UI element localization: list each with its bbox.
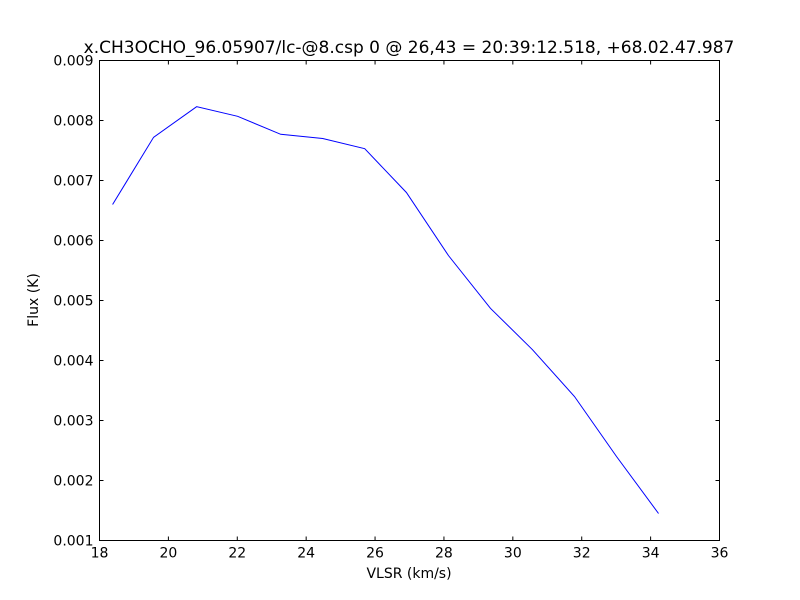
y-tick-label: 0.003 [53, 414, 93, 430]
y-tick-label: 0.001 [53, 534, 93, 550]
x-axis-label: VLSR (km/s) [366, 566, 451, 582]
y-tick-label: 0.004 [53, 354, 93, 370]
y-tick-label: 0.008 [53, 114, 93, 130]
x-tick-label: 30 [504, 546, 522, 562]
x-tick-label: 28 [435, 546, 453, 562]
chart-title: x.CH3OCHO_96.05907/lc-@8.csp 0 @ 26,43 =… [84, 38, 735, 58]
y-tick-label: 0.005 [53, 294, 93, 310]
y-tick-label: 0.002 [53, 474, 93, 490]
x-tick-label: 18 [91, 546, 109, 562]
x-tick-label: 36 [711, 546, 729, 562]
y-tick-label: 0.007 [53, 174, 93, 190]
x-tick-label: 20 [159, 546, 177, 562]
y-axis-label: Flux (K) [26, 273, 42, 327]
data-line [112, 106, 659, 514]
x-tick-label: 34 [642, 546, 660, 562]
x-tick-label: 22 [228, 546, 246, 562]
y-tick-label: 0.006 [53, 234, 93, 250]
x-tick-label: 32 [573, 546, 591, 562]
x-tick-label: 26 [366, 546, 384, 562]
x-tick-label: 24 [297, 546, 315, 562]
y-tick-label: 0.009 [53, 54, 93, 70]
